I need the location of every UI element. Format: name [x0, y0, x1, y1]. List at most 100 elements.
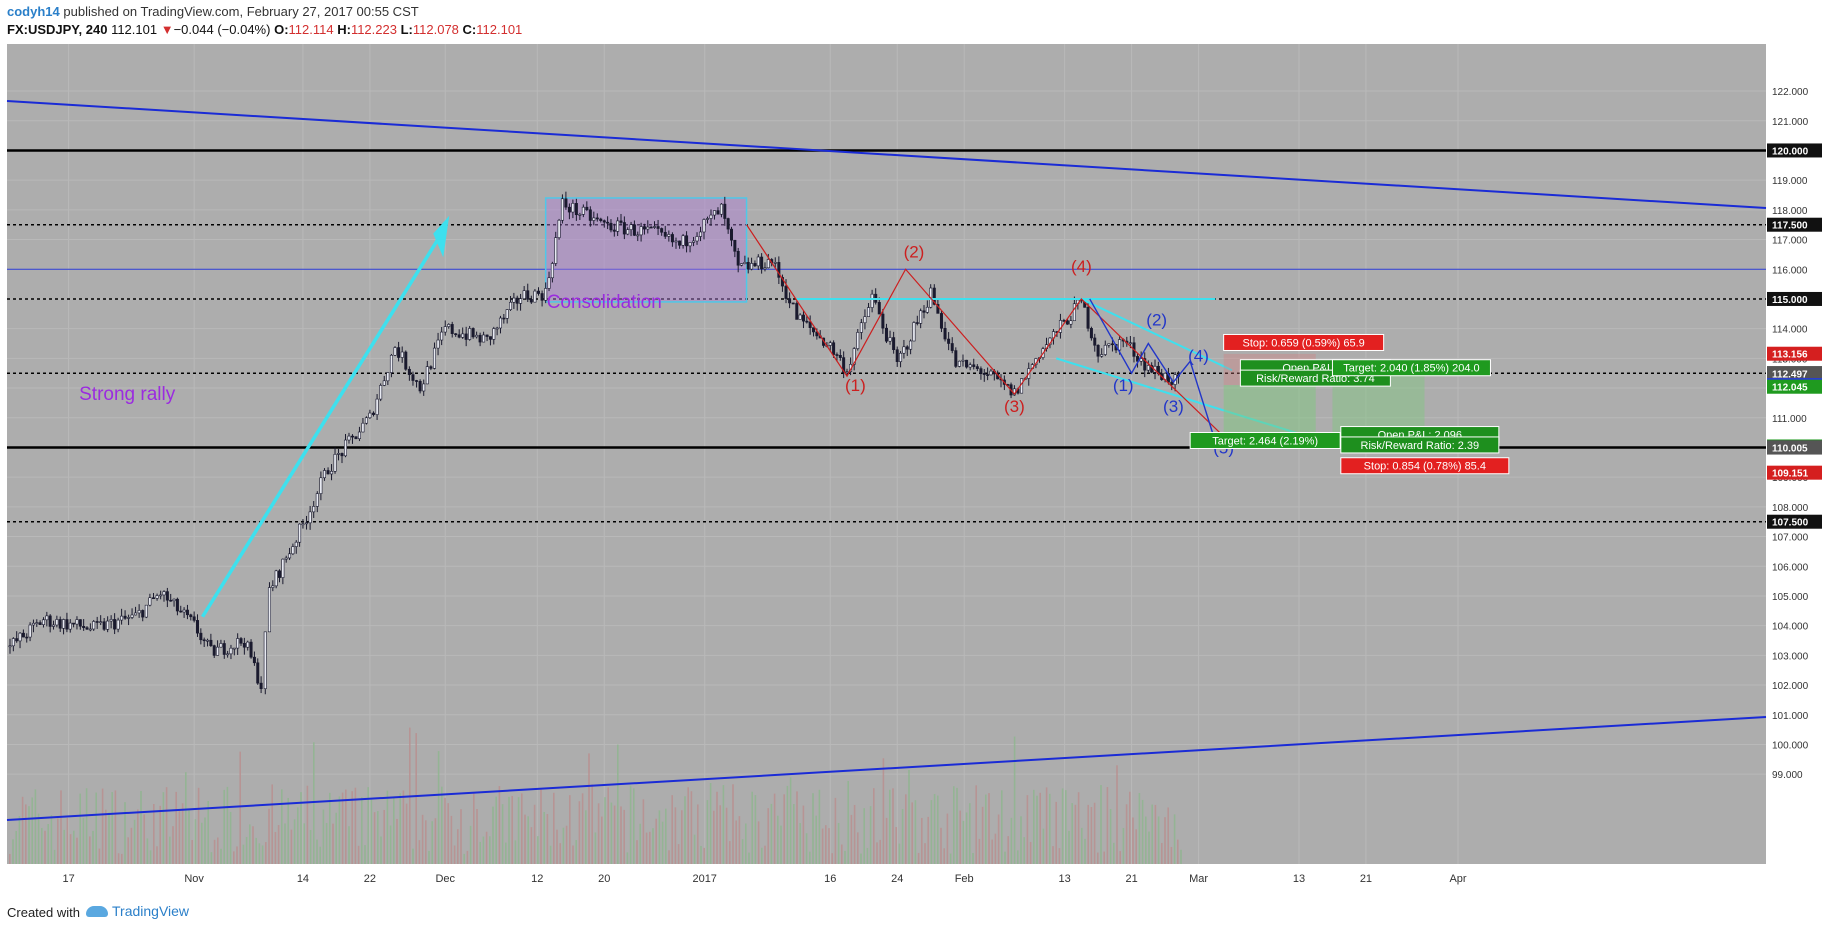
channel-line-upper[interactable]: [1080, 298, 1233, 372]
candle-body: [915, 322, 919, 324]
volume-bar: [751, 791, 753, 864]
pnl-label-box[interactable]: [1340, 436, 1500, 454]
y-tick-label: 102.000: [1772, 681, 1809, 692]
volume-bar: [1045, 787, 1048, 864]
volume-bar: [319, 846, 321, 864]
volume-bar: [575, 840, 577, 864]
candle-body: [859, 322, 863, 333]
candle-body: [393, 347, 397, 356]
volume-bar: [1081, 827, 1083, 864]
volume-bar: [556, 829, 558, 864]
volume-bar: [402, 790, 405, 864]
volume-bar: [972, 853, 974, 864]
volume-bar: [1061, 788, 1064, 864]
author-name[interactable]: codyh14: [7, 4, 60, 19]
volume-bar: [629, 785, 632, 864]
volume-bar: [1036, 795, 1038, 864]
candle-body: [229, 647, 233, 655]
volume-bar: [690, 791, 693, 864]
volume-bar: [322, 809, 325, 864]
volume-bar: [261, 845, 264, 864]
candle-body: [88, 628, 92, 631]
volume-bar: [876, 842, 878, 864]
candle-body: [252, 656, 256, 664]
price-chart[interactable]: 122.000 121.000 120.000 119.000 118.000 117.0…: [0, 44, 1824, 893]
volume-bar: [706, 800, 709, 864]
volume-bar: [834, 797, 837, 864]
volume-bar: [975, 785, 977, 864]
y-tick-label: 114.000: [1772, 325, 1808, 336]
candle-body: [15, 638, 19, 642]
created-with-label: Created with: [7, 905, 80, 920]
candle-body: [1103, 344, 1107, 355]
candle-body: [75, 619, 79, 625]
candle-body: [729, 228, 733, 241]
rally-arrow[interactable]: [201, 226, 447, 618]
volume-bar: [149, 850, 152, 864]
candle-body: [571, 203, 575, 213]
volume-bar: [962, 820, 965, 864]
volume-bar: [549, 845, 552, 864]
target-label-box[interactable]: [1189, 431, 1341, 449]
candle-body: [495, 327, 499, 330]
red-wave-path[interactable]: [746, 224, 1233, 445]
candle-body: [148, 597, 152, 606]
volume-bar: [34, 789, 37, 864]
candle-body: [646, 226, 650, 230]
volume-bar: [60, 790, 62, 864]
stop-label-box[interactable]: [1223, 333, 1385, 351]
candle-body: [663, 231, 667, 237]
candle-body: [881, 313, 885, 329]
candle-body: [298, 523, 302, 543]
plot-area[interactable]: [7, 44, 1766, 864]
volume-bar: [76, 837, 78, 864]
volume-bar: [591, 784, 593, 864]
x-tick-label: 2017: [692, 873, 716, 885]
blue-wave-path[interactable]: [1089, 298, 1216, 442]
volume-bar: [117, 853, 120, 864]
candle-body: [842, 357, 846, 373]
consolidation-label: Consolidation: [547, 292, 662, 313]
tradingview-logo[interactable]: TradingView: [86, 903, 189, 919]
price-marker-box: [1767, 346, 1822, 361]
volume-bar: [217, 837, 219, 864]
volume-bar: [204, 817, 206, 864]
candle-body: [475, 334, 479, 338]
volume-bar: [124, 802, 126, 864]
volume-bar: [146, 838, 149, 864]
volume-bar: [130, 827, 133, 864]
volume-bar: [233, 851, 235, 864]
target-label-box[interactable]: [1331, 359, 1491, 377]
candle-body: [271, 585, 275, 588]
candle-body: [226, 653, 230, 656]
volume-bar: [1077, 792, 1080, 864]
volume-bar: [185, 772, 187, 864]
candle-body: [216, 646, 220, 656]
candle-body: [609, 222, 613, 231]
candle-body: [267, 587, 271, 633]
volume-bar: [645, 832, 648, 864]
candle-body: [159, 594, 163, 597]
volume-bar: [917, 852, 920, 864]
candle-body: [702, 219, 706, 233]
time-axis[interactable]: [7, 864, 1824, 893]
volume-bar: [914, 800, 917, 864]
volume-bar: [1135, 829, 1137, 864]
candle-body: [65, 619, 69, 630]
candle-body: [780, 277, 784, 287]
candle-body: [68, 622, 72, 630]
candle-body: [522, 290, 526, 299]
candle-body: [766, 259, 770, 269]
volume-bar: [761, 847, 763, 864]
upper-trend-line[interactable]: [6, 100, 1767, 209]
volume-bar: [140, 790, 142, 864]
lower-trend-line[interactable]: [6, 716, 1767, 821]
low-label: L:: [400, 22, 413, 37]
volume-bar: [793, 804, 795, 864]
candle-body: [58, 619, 62, 629]
stop-label-box[interactable]: [1340, 457, 1510, 475]
volume-bar: [693, 834, 696, 864]
volume-bar: [201, 822, 203, 864]
volume-bar: [425, 820, 427, 864]
candle-body: [777, 262, 781, 278]
